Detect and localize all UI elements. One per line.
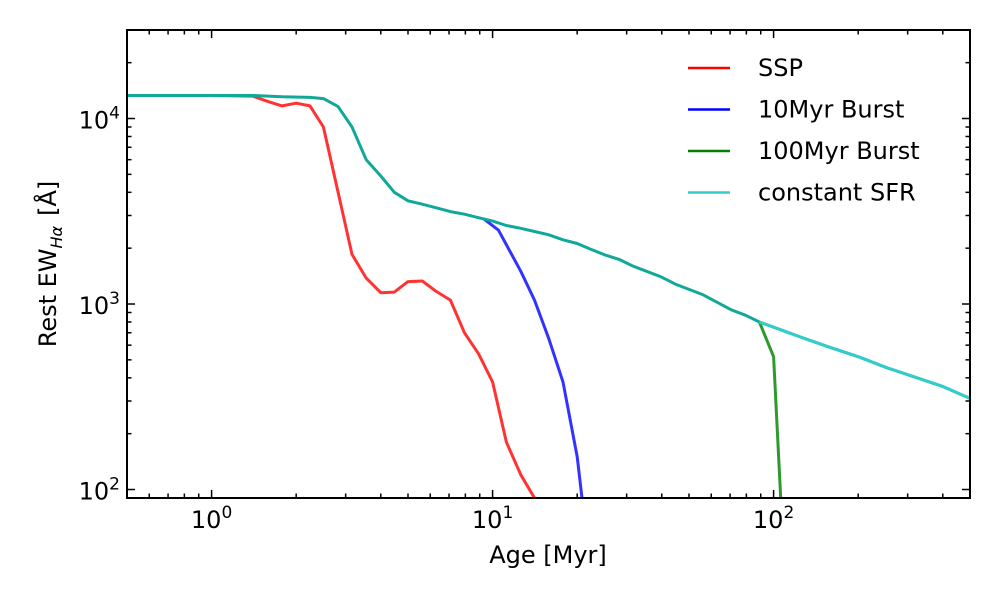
legend-label: constant SFR: [758, 179, 916, 207]
legend-label: 10Myr Burst: [758, 96, 904, 124]
y-tick-label: 103: [79, 289, 120, 320]
x-tick-label: 100: [191, 503, 232, 534]
y-axis-title-subscript: Hα: [47, 225, 66, 248]
series-lines: [127, 94, 970, 498]
series-line-constant-sfr-tail: [758, 320, 970, 400]
y-axis-title: Rest EWHα [Å]: [33, 181, 66, 348]
legend-item-ssp: SSP: [688, 54, 803, 82]
series-line-10myr-burst: [482, 217, 584, 498]
series-line-100myr-burst: [758, 321, 783, 498]
legend-item-100myr-burst: 100Myr Burst: [688, 137, 920, 165]
y-tick-label: 102: [79, 475, 120, 506]
tick-labels: 100 101 102 102 103 104: [79, 104, 795, 534]
legend-item-10myr-burst: 10Myr Burst: [688, 96, 904, 124]
x-tick-label: 101: [472, 503, 513, 534]
legend: SSP 10Myr Burst 100Myr Burst constant SFR: [688, 54, 920, 207]
legend-label: SSP: [758, 54, 803, 82]
legend-label: 100Myr Burst: [758, 137, 920, 165]
series-line-ssp: [127, 94, 536, 498]
plot-frame: [126, 29, 971, 499]
legend-item-constant-sfr: constant SFR: [688, 179, 916, 207]
y-tick-label: 104: [79, 104, 120, 135]
y-axis-title-unit: [Å]: [33, 181, 62, 216]
x-tick-label: 102: [753, 503, 794, 534]
x-axis-title: Age [Myr]: [489, 541, 607, 569]
y-axis-title-prefix: Rest EW: [34, 248, 62, 347]
